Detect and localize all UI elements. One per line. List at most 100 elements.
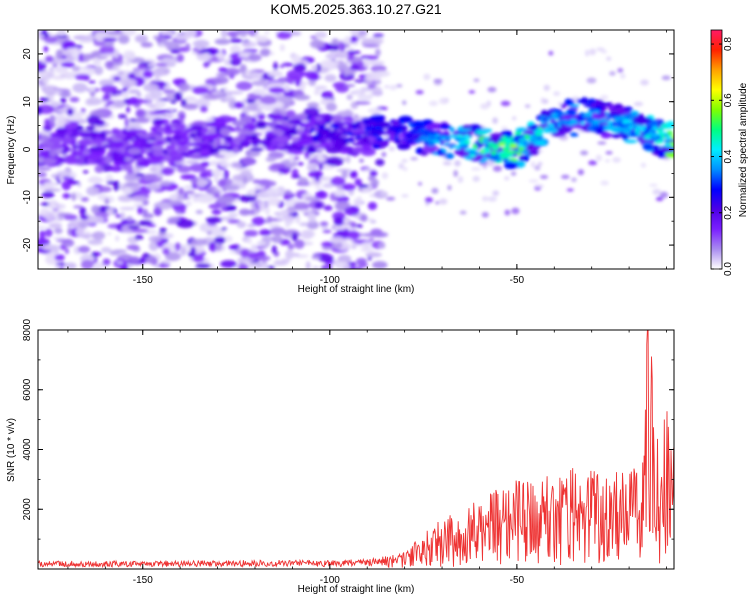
heatmap-blob <box>612 157 621 163</box>
heatmap-ridge-blob <box>179 145 188 154</box>
heatmap-ridge-blob <box>370 114 385 122</box>
heatmap-ridge-blob <box>503 161 519 170</box>
y-tick-label: 10 <box>22 96 33 108</box>
heatmap-ridge-blob <box>523 130 534 135</box>
heatmap-blob <box>106 208 115 215</box>
heatmap-blob <box>205 216 223 224</box>
heatmap-ridge-blob <box>228 144 234 152</box>
heatmap-blob <box>374 48 381 57</box>
heatmap-ridge-blob <box>527 149 540 156</box>
heatmap-blob <box>314 201 323 209</box>
heatmap-ridge-blob <box>595 128 604 135</box>
heatmap-ridge-blob <box>152 149 164 157</box>
heatmap-blob <box>69 96 80 103</box>
heatmap-blob <box>136 92 142 97</box>
x-tick-label: -100 <box>320 275 340 286</box>
heatmap-blob <box>128 256 140 264</box>
heatmap-blob <box>38 167 52 171</box>
heatmap-ridge-blob <box>633 117 646 125</box>
heatmap-blob <box>534 165 541 171</box>
heatmap-blob <box>49 67 55 71</box>
heatmap-ridge-blob <box>65 154 77 163</box>
heatmap-blob <box>318 147 325 152</box>
heatmap-blob <box>194 98 211 109</box>
heatmap-blob <box>64 248 70 255</box>
heatmap-ridge-core <box>384 138 391 142</box>
heatmap-blob <box>606 56 612 61</box>
heatmap-ridge-core <box>556 112 566 115</box>
heatmap-blob <box>300 71 316 77</box>
heatmap-ridge-core <box>617 119 624 124</box>
heatmap-blob <box>543 84 550 91</box>
heatmap-blob <box>78 245 91 254</box>
heatmap-blob <box>93 262 102 269</box>
heatmap-ridge-blob <box>414 125 427 130</box>
heatmap-ridge-blob <box>177 141 188 146</box>
heatmap-ridge-blob <box>412 120 425 126</box>
heatmap-ridge-core <box>543 128 547 132</box>
heatmap-blob <box>371 260 388 269</box>
heatmap-blob <box>577 169 585 176</box>
heatmap-blob <box>185 160 200 164</box>
heatmap-blob <box>501 126 508 130</box>
heatmap-ridge-blob <box>155 140 165 146</box>
heatmap-blob <box>481 211 489 218</box>
heatmap-blob <box>589 48 597 56</box>
heatmap-blob <box>315 63 322 72</box>
heatmap-ridge-blob <box>652 144 659 152</box>
heatmap-ridge-blob <box>444 152 455 160</box>
heatmap-ridge-blob <box>541 117 549 122</box>
heatmap-blob <box>180 209 186 213</box>
heatmap-ridge-blob <box>283 144 299 151</box>
heatmap-blob <box>176 165 192 173</box>
heatmap-blob <box>367 84 376 89</box>
heatmap-blob <box>229 38 243 44</box>
heatmap-blobs <box>38 30 674 269</box>
heatmap-ridge-core <box>412 128 421 132</box>
heatmap-blob <box>135 108 145 117</box>
heatmap-blob <box>403 167 408 172</box>
heatmap-blob <box>124 117 129 128</box>
heatmap-blob <box>54 227 63 234</box>
heatmap-ridge-blob <box>115 133 126 139</box>
heatmap-blob <box>78 220 88 229</box>
heatmap-blob <box>300 229 314 240</box>
heatmap-blob <box>265 187 281 195</box>
heatmap-ridge-core <box>337 127 343 130</box>
heatmap-ridge-core <box>423 140 429 145</box>
heatmap-blob <box>227 219 241 224</box>
heatmap-ridge-blob <box>190 124 204 131</box>
heatmap-blob <box>482 165 488 169</box>
heatmap-blob <box>342 183 356 191</box>
heatmap-blob <box>322 229 332 234</box>
heatmap-blob <box>367 108 382 114</box>
y-tick-label: 2000 <box>22 498 33 521</box>
heatmap-ridge-blob <box>104 157 114 164</box>
heatmap-blob <box>39 97 50 103</box>
heatmap-ridge-core <box>561 120 568 124</box>
heatmap-blob <box>100 84 118 93</box>
heatmap-blob <box>184 190 195 195</box>
heatmap-blob <box>310 35 317 39</box>
heatmap-ridge-core <box>371 134 380 138</box>
heatmap-blob <box>504 209 511 216</box>
heatmap-blob <box>306 164 318 172</box>
heatmap-blob <box>41 191 55 199</box>
heatmap-blob <box>375 158 385 167</box>
heatmap-blob <box>344 206 360 216</box>
heatmap-ridge-blob <box>89 146 104 152</box>
heatmap-ridge-core <box>420 135 426 138</box>
heatmap-blob <box>596 47 605 52</box>
heatmap-ridge-blob <box>164 125 172 132</box>
heatmap-ridge-core <box>517 142 524 148</box>
heatmap-blob <box>161 167 175 176</box>
heatmap-ridge-core <box>451 144 455 148</box>
heatmap-blob <box>142 253 150 258</box>
heatmap-blob <box>333 216 344 227</box>
heatmap-blob <box>80 108 86 113</box>
heatmap-ridge-blob <box>271 138 277 144</box>
heatmap-blob <box>346 230 360 241</box>
heatmap-blob <box>266 265 276 269</box>
heatmap-blob <box>124 182 142 187</box>
heatmap-blob <box>178 187 185 196</box>
